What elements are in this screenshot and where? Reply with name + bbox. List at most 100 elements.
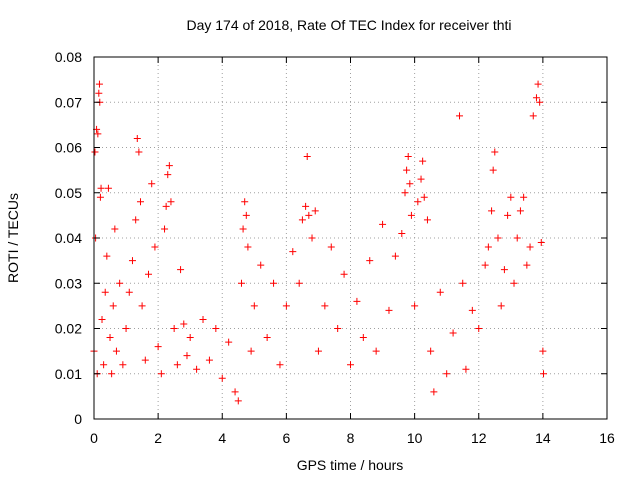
data-point <box>475 325 483 332</box>
data-point <box>406 180 414 188</box>
grid-lines <box>94 57 607 419</box>
data-point <box>423 216 431 224</box>
data-point <box>419 157 427 165</box>
data-point <box>106 334 114 342</box>
y-tick-label: 0.08 <box>55 49 82 65</box>
data-point <box>205 356 213 364</box>
data-point <box>151 243 159 251</box>
data-point <box>347 361 354 369</box>
data-point <box>391 252 399 260</box>
data-point <box>340 270 348 278</box>
x-axis-label: GPS time / hours <box>297 457 404 473</box>
data-point <box>430 388 438 396</box>
data-point <box>488 207 496 215</box>
data-point <box>372 347 380 355</box>
data-point <box>108 370 116 378</box>
x-tick-label: 16 <box>599 430 615 446</box>
data-point <box>101 288 109 296</box>
data-point <box>145 270 153 278</box>
data-point <box>95 89 103 97</box>
data-point <box>270 279 278 287</box>
data-point <box>199 315 207 323</box>
data-point <box>520 193 528 201</box>
data-point <box>164 171 172 179</box>
data-point <box>100 361 108 369</box>
data-point <box>138 302 146 310</box>
data-point <box>237 279 245 287</box>
x-tick-label: 4 <box>218 430 226 446</box>
data-point <box>540 370 548 378</box>
data-point <box>523 261 531 269</box>
data-point <box>420 193 428 201</box>
data-point <box>177 266 185 274</box>
chart-title: Day 174 of 2018, Rate Of TEC Index for r… <box>186 17 511 33</box>
data-point <box>218 374 226 382</box>
data-point <box>282 302 290 310</box>
data-point <box>427 347 435 355</box>
data-point <box>148 180 156 188</box>
data-point <box>167 198 175 206</box>
data-point <box>234 397 242 405</box>
data-point <box>162 202 170 210</box>
y-tick-labels: 0 0.01 0.02 0.03 0.04 0.05 0.06 0.07 0.08 <box>55 49 82 427</box>
data-point <box>263 334 271 342</box>
data-point <box>539 347 547 355</box>
data-point <box>135 148 143 156</box>
data-point <box>157 370 165 378</box>
data-point <box>103 252 111 260</box>
data-point <box>212 325 220 332</box>
data-point <box>500 266 508 274</box>
data-point <box>481 261 489 269</box>
x-tick-label: 14 <box>535 430 551 446</box>
data-point <box>403 166 411 174</box>
data-point <box>91 148 99 156</box>
y-tick-label: 0.04 <box>55 230 82 246</box>
data-point <box>308 234 316 242</box>
data-point <box>462 365 470 373</box>
data-point <box>513 234 521 242</box>
data-point <box>404 153 412 161</box>
data-point <box>94 130 102 138</box>
y-tick-label: 0 <box>74 411 82 427</box>
data-point <box>295 279 303 287</box>
data-point <box>247 347 255 355</box>
data-point <box>327 243 335 251</box>
x-tick-label: 0 <box>90 430 98 446</box>
x-tick-label: 12 <box>471 430 487 446</box>
data-point <box>398 229 406 237</box>
data-point <box>183 352 191 360</box>
x-tick-label: 10 <box>407 430 423 446</box>
data-point <box>449 329 457 337</box>
data-point <box>241 198 249 206</box>
data-point <box>128 257 136 265</box>
data-point <box>526 243 534 251</box>
data-point <box>133 134 141 142</box>
data-point <box>111 225 119 233</box>
data-point <box>136 198 144 206</box>
data-point <box>417 175 425 183</box>
y-tick-label: 0.03 <box>55 275 82 291</box>
y-tick-label: 0.01 <box>55 366 82 382</box>
data-point <box>98 315 106 323</box>
data-point <box>456 112 464 120</box>
data-point <box>95 80 103 88</box>
x-tick-label: 6 <box>282 430 290 446</box>
data-point <box>109 302 117 310</box>
data-point <box>96 193 104 201</box>
data-point <box>225 338 233 346</box>
data-point <box>125 288 133 296</box>
data-point <box>242 211 250 219</box>
data-point <box>250 302 258 310</box>
data-point <box>436 288 444 296</box>
data-point <box>119 361 127 369</box>
data-point <box>353 297 361 305</box>
data-point <box>385 306 393 314</box>
data-point <box>239 225 247 233</box>
data-point <box>443 370 451 378</box>
data-point <box>537 239 545 247</box>
data-point <box>407 211 415 219</box>
data-point <box>302 202 310 210</box>
data-point <box>401 189 409 197</box>
data-point <box>186 334 194 342</box>
